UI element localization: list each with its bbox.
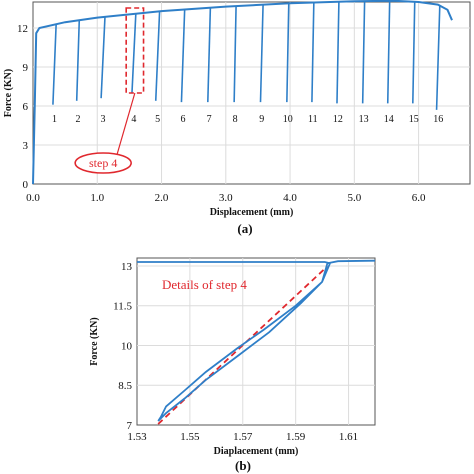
envelope-curve <box>32 0 453 185</box>
panel-label-b: (b) <box>235 458 251 473</box>
y-tick-label: 10 <box>121 340 133 352</box>
callout-leader-line <box>116 92 136 155</box>
step-label-9: 9 <box>259 114 264 125</box>
unload-line-step-2 <box>75 20 81 101</box>
y-tick-label: 11.5 <box>113 301 132 313</box>
y-tick-label: 9 <box>23 62 29 74</box>
unload-line-step-6 <box>180 9 186 103</box>
unload-line-step-10 <box>286 3 290 103</box>
step-label-15: 15 <box>409 114 419 125</box>
step-4-hysteresis-loop <box>137 259 376 422</box>
unload-line-step-7 <box>207 7 212 103</box>
step-label-5: 5 <box>155 114 160 125</box>
y-tick-label: 3 <box>23 140 29 152</box>
y-tick-label: 7 <box>127 420 133 432</box>
unload-line-step-9 <box>259 4 264 103</box>
panel-label-a: (a) <box>237 221 252 236</box>
x-tick-label: 1.61 <box>339 431 358 443</box>
y-tick-label: 0 <box>23 179 29 191</box>
y-tick-label: 6 <box>23 101 29 113</box>
callout-step-4-label: step 4 <box>89 156 117 170</box>
step-label-11: 11 <box>308 114 318 125</box>
unload-line-step-11 <box>311 2 315 103</box>
step-label-10: 10 <box>283 114 293 125</box>
x-tick-label: 5.0 <box>347 192 361 204</box>
step-label-4: 4 <box>131 114 136 125</box>
x-tick-label: 1.55 <box>180 431 200 443</box>
y-tick-label: 13 <box>121 261 133 273</box>
step-label-13: 13 <box>359 114 369 125</box>
annotation-details-step-4: Details of step 4 <box>162 277 247 292</box>
step-label-6: 6 <box>181 114 186 125</box>
x-tick-label: 1.0 <box>90 192 104 204</box>
x-tick-label: 3.0 <box>219 192 233 204</box>
step-4-highlight-box <box>125 7 145 94</box>
step-label-3: 3 <box>101 114 106 125</box>
unload-line-step-15 <box>412 1 416 104</box>
unload-line-step-4 <box>131 13 137 94</box>
x-tick-label: 0.0 <box>26 192 40 204</box>
x-tick-label: 1.57 <box>233 431 253 443</box>
step-label-7: 7 <box>207 114 212 125</box>
unload-line-step-8 <box>233 6 237 103</box>
unload-line-step-12 <box>336 1 340 104</box>
unload-line-step-16 <box>435 5 441 110</box>
step-label-14: 14 <box>384 114 394 125</box>
y-tick-label: 12 <box>17 23 28 35</box>
unload-line-step-1 <box>52 24 57 105</box>
step-label-16: 16 <box>433 114 443 125</box>
step-label-1: 1 <box>52 114 57 125</box>
step-label-2: 2 <box>75 114 80 125</box>
x-tick-label: 6.0 <box>412 192 426 204</box>
x-tick-label: 1.59 <box>286 431 306 443</box>
step-label-12: 12 <box>333 114 343 125</box>
step-label-8: 8 <box>233 114 238 125</box>
x-axis-label-b: Diaplacement (mm) <box>214 446 299 457</box>
x-tick-label: 2.0 <box>155 192 169 204</box>
x-axis-label-a: Displacement (mm) <box>210 207 294 218</box>
callout-bubble <box>74 152 132 174</box>
x-tick-label: 1.53 <box>127 431 147 443</box>
unload-line-step-5 <box>154 11 161 101</box>
y-axis-label-a: Force (KN) <box>3 69 14 117</box>
y-tick-label: 8.5 <box>118 380 132 392</box>
x-tick-label: 4.0 <box>283 192 297 204</box>
unload-line-step-13 <box>361 1 366 104</box>
tick-labels-b: 1.53 1.55 1.57 1.59 1.61 7 8.5 10 11.5 13 <box>113 261 358 443</box>
unload-line-step-14 <box>386 0 391 104</box>
unload-line-step-3 <box>100 16 106 99</box>
series-b <box>137 259 376 425</box>
y-axis-label-b: Force (KN) <box>89 317 100 365</box>
grid-b <box>137 258 375 425</box>
chart-panel-b: 1.53 1.55 1.57 1.59 1.61 7 8.5 10 11.5 13 Details… <box>89 257 376 473</box>
